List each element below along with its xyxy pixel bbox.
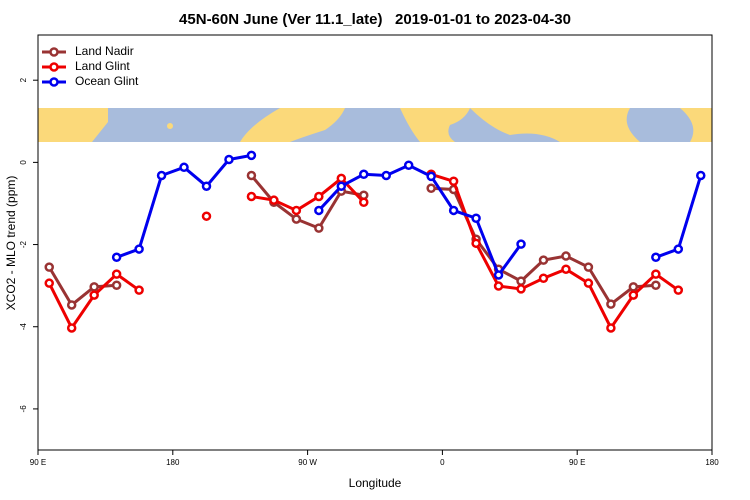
data-point — [651, 252, 661, 263]
data-point — [111, 269, 122, 279]
data-point — [269, 195, 279, 205]
x-tick-label: 0 — [440, 458, 445, 467]
data-point — [628, 290, 639, 300]
data-point — [89, 282, 99, 292]
data-point — [359, 197, 369, 207]
data-point — [111, 252, 122, 263]
data-point — [606, 299, 616, 309]
data-point — [561, 251, 571, 261]
y-tick-label: -4 — [19, 323, 28, 331]
y-tick-label: -6 — [19, 405, 28, 413]
data-point — [381, 170, 391, 181]
series-line — [317, 163, 523, 279]
data-point — [156, 170, 167, 181]
x-tick-label: 180 — [166, 458, 180, 467]
data-point — [336, 181, 347, 191]
y-tick-label: 0 — [19, 160, 28, 165]
data-point — [628, 282, 639, 292]
x-tick-label: 180 — [705, 458, 719, 467]
series-line — [430, 172, 680, 331]
data-point — [426, 183, 436, 194]
data-point — [246, 191, 257, 202]
data-point — [448, 176, 459, 187]
data-point — [179, 162, 189, 173]
x-tick-label: 90 E — [30, 458, 46, 467]
data-point — [291, 214, 302, 224]
map-strip — [38, 108, 712, 142]
x-tick-label: 90 W — [298, 458, 317, 467]
x-tick-label: 90 E — [569, 458, 585, 467]
data-point — [314, 223, 324, 233]
y-tick-label: 2 — [19, 77, 28, 82]
data-point — [561, 264, 571, 274]
data-point — [201, 181, 212, 191]
data-point — [314, 191, 324, 202]
data-point — [651, 280, 661, 290]
data-point — [493, 270, 504, 280]
series-line — [431, 186, 656, 307]
data-point — [359, 169, 369, 180]
data-point — [44, 278, 54, 288]
data-point — [201, 211, 212, 221]
data-point — [493, 281, 504, 291]
data-point — [66, 323, 77, 333]
data-point — [516, 239, 526, 249]
y-axis-label: XCO2 - MLO trend (ppm) — [4, 176, 18, 311]
x-axis-label: Longitude — [349, 476, 402, 490]
data-point — [134, 285, 144, 295]
data-point — [89, 290, 99, 300]
data-point — [426, 171, 436, 182]
data-point — [246, 150, 257, 161]
chart-title: 45N-60N June (Ver 11.1_late) 2019-01-01 … — [179, 11, 571, 28]
data-point — [224, 154, 234, 165]
series-line — [47, 266, 117, 308]
data-point — [291, 205, 302, 216]
legend-marker — [49, 47, 59, 57]
data-point — [471, 238, 481, 249]
legend-label: Land Glint — [75, 59, 130, 73]
data-point — [538, 273, 549, 283]
legend-marker — [49, 62, 59, 72]
data-point — [696, 170, 706, 181]
legend-label: Land Nadir — [75, 44, 134, 58]
data-point — [583, 278, 594, 288]
data-point — [134, 244, 144, 254]
data-point — [606, 323, 616, 333]
data-point — [314, 205, 324, 216]
data-point — [246, 170, 257, 181]
legend-marker — [49, 77, 59, 87]
data-point — [66, 300, 77, 310]
y-tick-label: -2 — [19, 240, 28, 248]
data-point — [673, 244, 684, 254]
data-point — [448, 205, 459, 216]
data-point — [111, 280, 122, 290]
data-point — [471, 213, 481, 224]
data-point — [336, 173, 347, 184]
plot-frame — [37, 34, 713, 451]
data-point — [651, 269, 661, 279]
legend-label: Ocean Glint — [75, 74, 139, 88]
data-point — [44, 262, 54, 272]
data-point — [538, 255, 549, 265]
data-point — [673, 285, 684, 295]
data-point — [516, 284, 526, 294]
data-point — [583, 262, 594, 272]
data-point — [516, 276, 526, 286]
data-point — [403, 160, 414, 171]
